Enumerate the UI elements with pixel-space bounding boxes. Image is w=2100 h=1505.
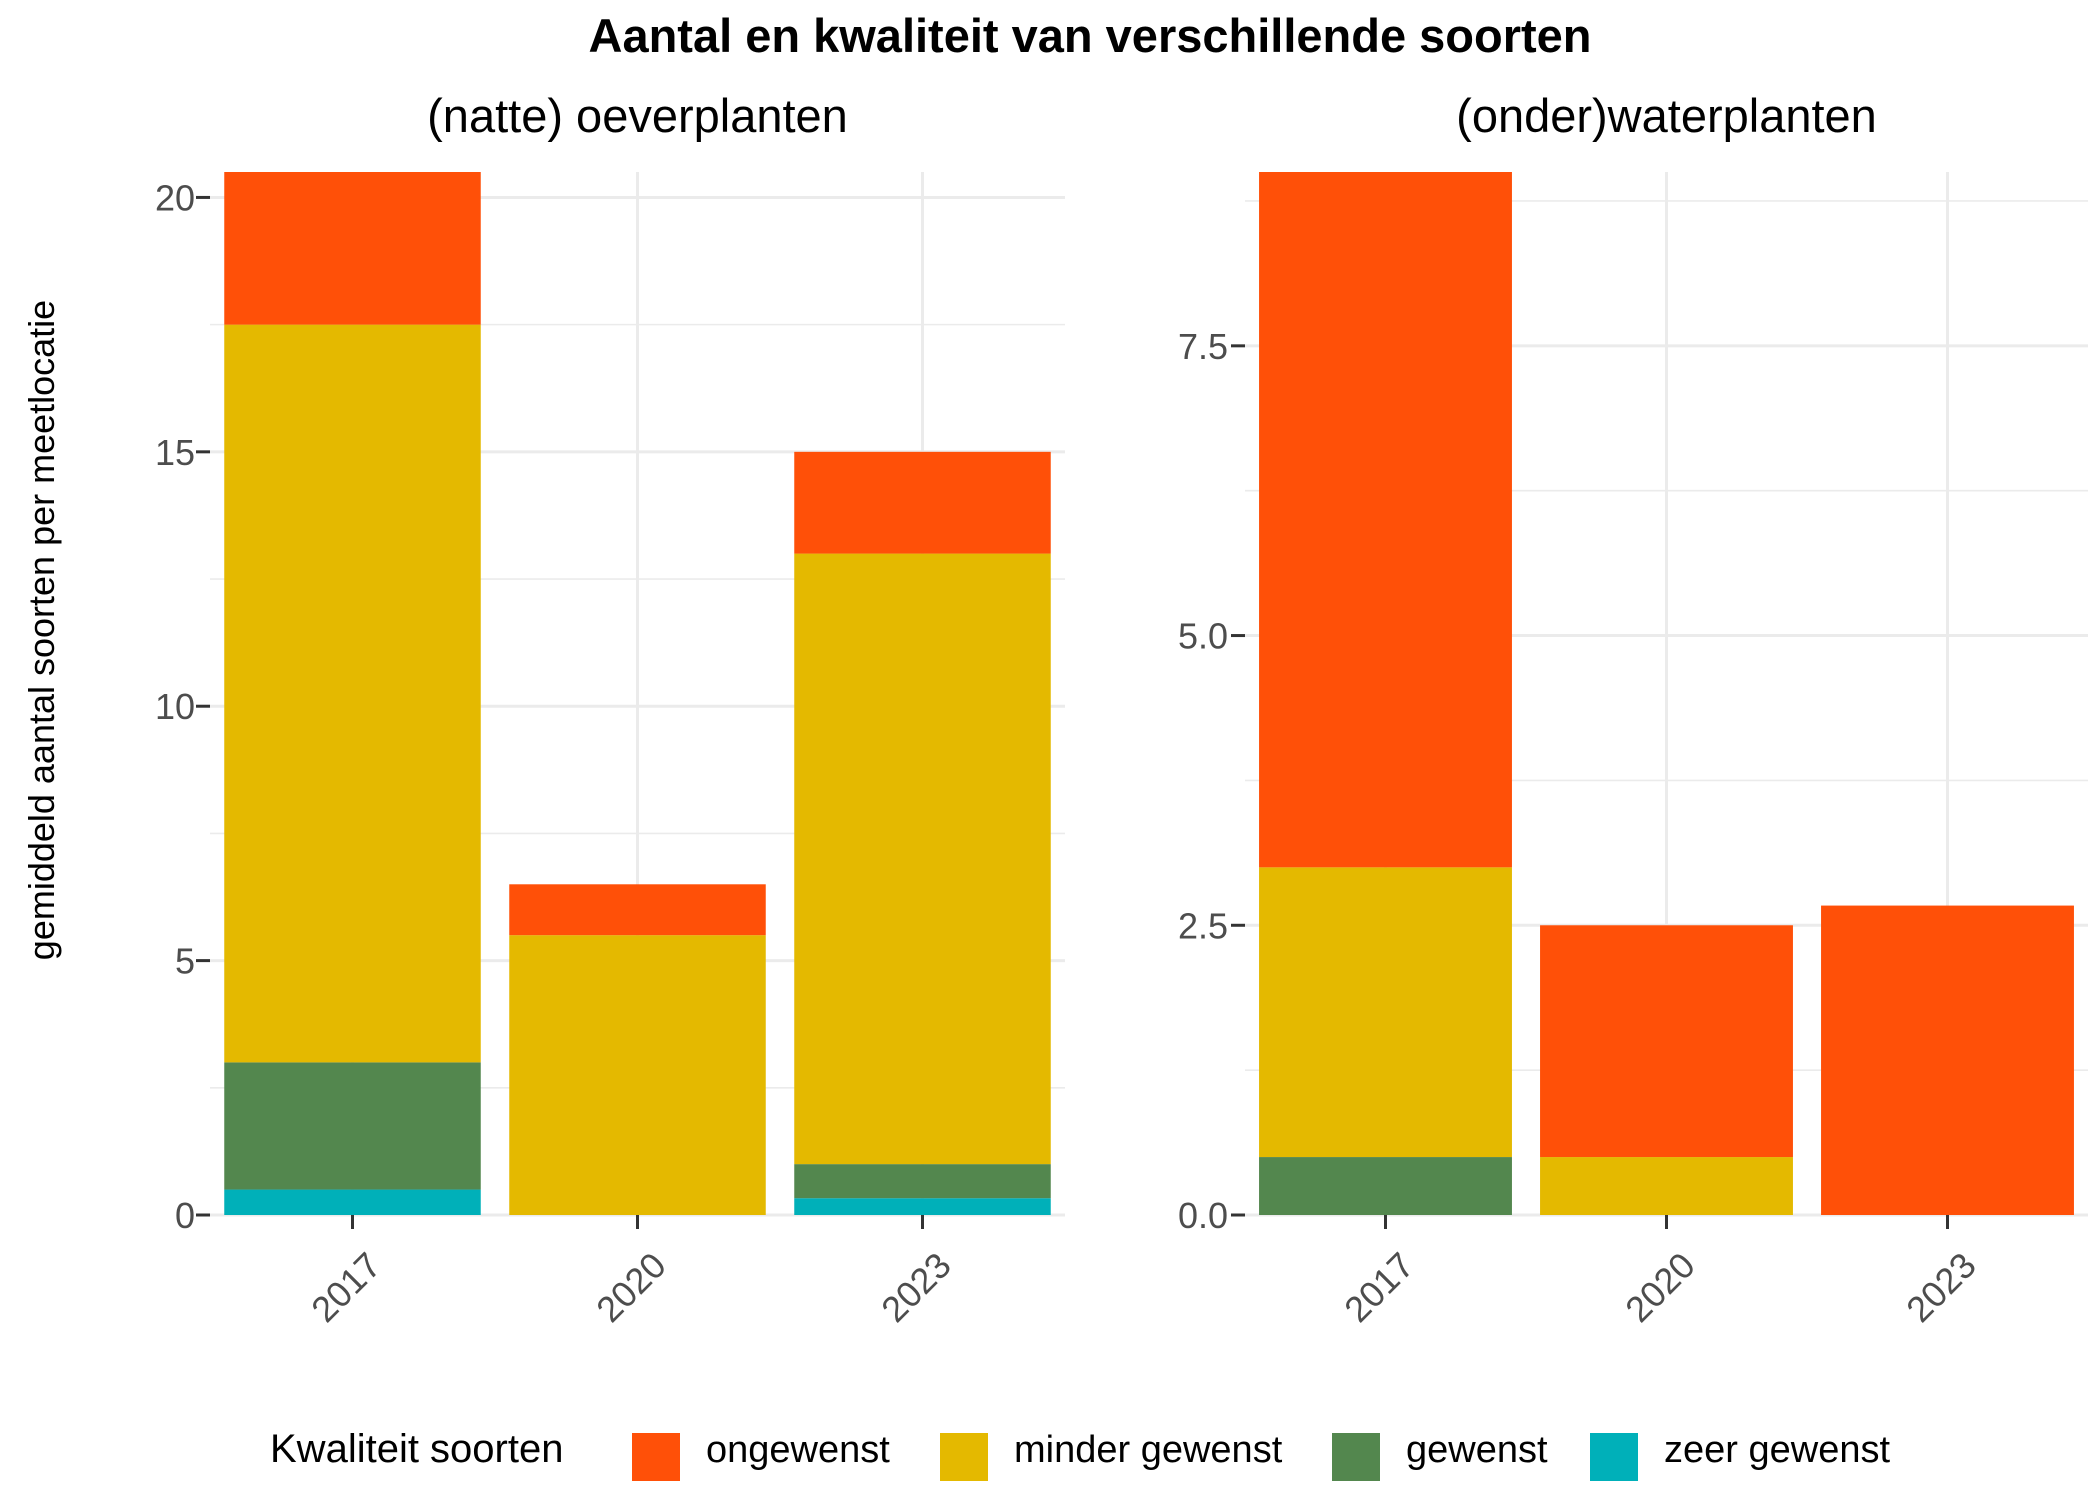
bar-segment-gewenst-2017: [224, 1062, 481, 1190]
bar-segment-gewenst-2017: [1259, 1157, 1512, 1215]
legend: Kwaliteit soorten ongewenst minder gewens…: [270, 1427, 1890, 1481]
legend-item-ongewenst: ongewenst: [632, 1429, 890, 1481]
x-tick-label: 2020: [588, 1244, 674, 1330]
y-tick-label: 20: [155, 177, 195, 218]
legend-swatch: [1590, 1433, 1638, 1481]
x-tick-label: 2023: [1898, 1244, 1984, 1330]
y-tick-label: 0: [175, 1195, 195, 1236]
y-tick-label: 10: [155, 686, 195, 727]
legend-item-gewenst: gewenst: [1332, 1429, 1548, 1481]
x-tick-label: 2020: [1617, 1244, 1703, 1330]
legend-item-minder-gewenst: minder gewenst: [940, 1429, 1283, 1481]
bar-segment-ongewenst-2020: [509, 884, 766, 936]
legend-label: zeer gewenst: [1664, 1429, 1890, 1471]
legend-item-zeer-gewenst: zeer gewenst: [1590, 1429, 1890, 1481]
x-tick-label: 2023: [873, 1244, 959, 1330]
legend-label: ongewenst: [706, 1429, 890, 1471]
legend-title: Kwaliteit soorten: [270, 1427, 563, 1471]
bar-segment-minder-gewenst-2020: [509, 935, 766, 1215]
y-tick-label: 5: [175, 941, 195, 982]
bar-segment-gewenst-2023: [794, 1164, 1051, 1199]
legend-swatch: [1332, 1433, 1380, 1481]
chart-panel-1: (natte) oeverplanten 0 5 10 15 20 2017 2020 2023: [155, 89, 1065, 1330]
legend-label: minder gewenst: [1014, 1429, 1283, 1471]
legend-swatch: [940, 1433, 988, 1481]
panel-title: (natte) oeverplanten: [427, 89, 848, 142]
y-tick-label: 7.5: [1178, 326, 1228, 367]
bar-segment-ongewenst-2020: [1540, 925, 1793, 1158]
y-tick-label: 2.5: [1178, 905, 1228, 946]
x-tick-label: 2017: [1336, 1244, 1422, 1330]
y-tick-label: 15: [155, 432, 195, 473]
bar-segment-minder-gewenst-2017: [1259, 867, 1512, 1158]
bar-segment-ongewenst-2017: [1259, 172, 1512, 868]
chart-panels: (natte) oeverplanten 0 5 10 15 20 2017 2020 2023…: [155, 89, 2088, 1330]
bar-segment-minder-gewenst-2017: [224, 324, 481, 1063]
bar-segment-ongewenst-2023: [794, 451, 1051, 554]
bar-segment-minder-gewenst-2023: [794, 553, 1051, 1165]
chart-title: Aantal en kwaliteit van verschillende so…: [589, 9, 1592, 62]
y-axis-label: gemiddeld aantal soorten per meetlocatie: [21, 300, 62, 960]
panel-title: (onder)waterplanten: [1456, 89, 1877, 142]
bar-segment-ongewenst-2017: [224, 172, 481, 325]
legend-swatch: [632, 1433, 680, 1481]
legend-items: ongewenst minder gewenst gewenst zeer gewen…: [632, 1429, 1890, 1481]
legend-label: gewenst: [1406, 1429, 1548, 1471]
x-tick-label: 2017: [303, 1244, 389, 1330]
y-tick-label: 0.0: [1178, 1195, 1228, 1236]
chart-panel-2: (onder)waterplanten 0.0 2.5 5.0 7.5 2017 2020 2…: [1178, 89, 2088, 1330]
bar-segment-zeer-gewenst-2023: [794, 1198, 1051, 1215]
bar-segment-ongewenst-2023: [1821, 905, 2074, 1215]
bar-segment-minder-gewenst-2020: [1540, 1157, 1793, 1215]
bar-segment-zeer-gewenst-2017: [224, 1189, 481, 1215]
y-tick-label: 5.0: [1178, 616, 1228, 657]
